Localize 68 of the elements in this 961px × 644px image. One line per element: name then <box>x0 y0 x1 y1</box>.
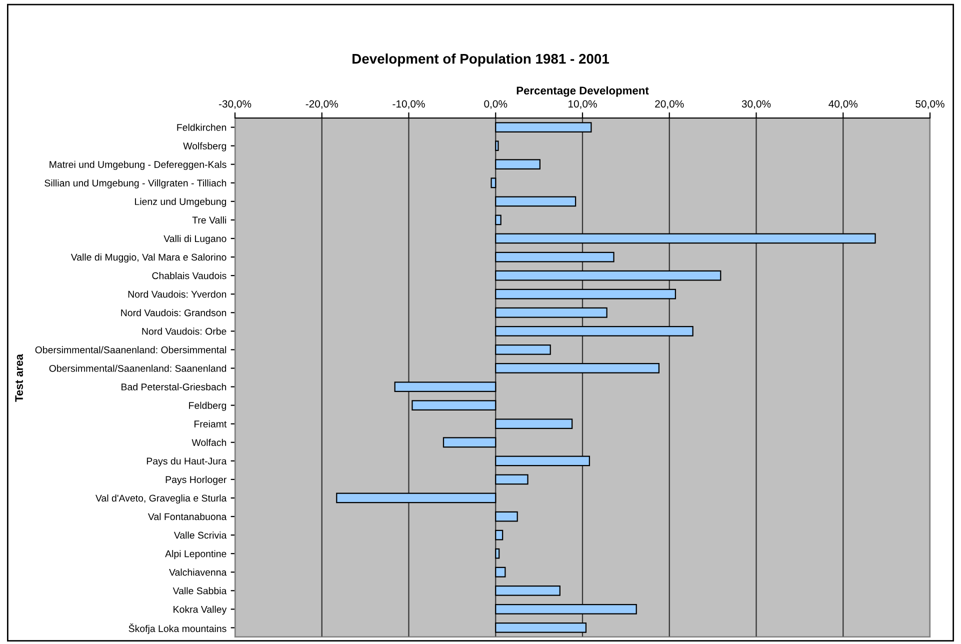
y-tick-label: Tre Valli <box>192 216 226 224</box>
bar <box>495 159 540 170</box>
bar <box>490 178 496 188</box>
bar <box>495 363 660 374</box>
x-tick-label: -10,0% <box>392 100 425 109</box>
x-tick-label: -20,0% <box>306 100 338 109</box>
y-tick-label: Nord Vaudois: Grandson <box>121 309 226 316</box>
bar <box>495 622 587 633</box>
bar <box>495 196 576 207</box>
y-tick-label: Lienz und Umgebung <box>135 198 226 207</box>
bar <box>495 530 504 540</box>
y-tick-label: Wolfach <box>192 438 226 446</box>
bar <box>495 474 528 485</box>
bar <box>495 511 518 522</box>
x-tick-label: 10,0% <box>568 100 597 109</box>
y-tick-label: Nord Vaudois: Yverdon <box>128 290 226 298</box>
x-tick-label: 20,0% <box>655 100 684 109</box>
bar <box>495 344 551 355</box>
y-tick-label: Bad Peterstal-Griesbach <box>122 383 226 390</box>
y-tick-label: Sillian und Umgebung - Villgraten - Tilliach <box>44 179 226 188</box>
bar <box>495 270 722 281</box>
bar <box>495 566 506 578</box>
x-tick-label: -30,0% <box>218 100 252 109</box>
x-tick-label: 50,0% <box>916 100 944 109</box>
bar <box>336 492 496 504</box>
y-tick-label: Valli di Lugano <box>164 234 226 244</box>
y-tick-label: Valle Sabbia <box>172 587 227 594</box>
x-tick-label: 0,0% <box>484 100 508 109</box>
y-tick-label: Nord Vaudois: Orbe <box>142 328 226 335</box>
bar <box>495 456 590 466</box>
bar <box>495 418 573 430</box>
bar <box>495 288 676 300</box>
bar <box>495 307 608 318</box>
bar <box>442 437 496 448</box>
bar <box>495 122 592 132</box>
y-tick-label: Pays du Haut-Jura <box>146 457 227 466</box>
x-tick-label: 40,0% <box>828 100 858 109</box>
y-tick-label: Freiamt <box>194 420 227 428</box>
y-axis-title: Test area <box>15 354 23 402</box>
y-tick-label: Valle di Muggio, Val Mara e Salorino <box>70 253 226 263</box>
y-tick-label: Valchiavenna <box>169 568 227 576</box>
bar <box>412 400 496 410</box>
y-tick-label: Obersimmental/Saanenland: Saanenland <box>49 364 226 372</box>
bar <box>495 140 499 151</box>
bar <box>394 382 496 392</box>
y-tick-label: Val d'Aveto, Graveglia e Sturla <box>96 494 227 504</box>
bar <box>495 233 876 244</box>
bar <box>495 326 694 336</box>
y-tick-label: Pays Horloger <box>166 476 227 485</box>
bar <box>495 252 614 262</box>
y-tick-label: Feldkirchen <box>177 124 226 131</box>
y-tick-label: Val Fontanabuona <box>148 512 227 520</box>
y-tick-label: Wolfsberg <box>183 142 226 152</box>
y-tick-label: Alpi Lepontine <box>165 550 226 560</box>
bar <box>495 585 560 596</box>
y-tick-label: Kokra Valley <box>174 606 227 615</box>
y-tick-label: Valle Scrivia <box>174 532 227 539</box>
y-tick-label: Matrei und Umgebung - Defereggen-Kals <box>50 160 226 170</box>
bar <box>495 548 500 559</box>
y-tick-label: Chablais Vaudois <box>152 272 226 280</box>
y-tick-label: Feldberg <box>189 402 226 411</box>
y-tick-label: Obersimmental/Saanenland: Obersimmental <box>35 346 226 354</box>
bar <box>495 214 502 226</box>
x-tick-label: 30,0% <box>742 100 771 109</box>
bar <box>495 604 637 614</box>
x-axis-title: Percentage Development <box>516 86 649 97</box>
chart-title: Development of Population 1981 - 2001 <box>352 54 610 66</box>
y-tick-label: Škofja Loka mountains <box>128 623 226 634</box>
